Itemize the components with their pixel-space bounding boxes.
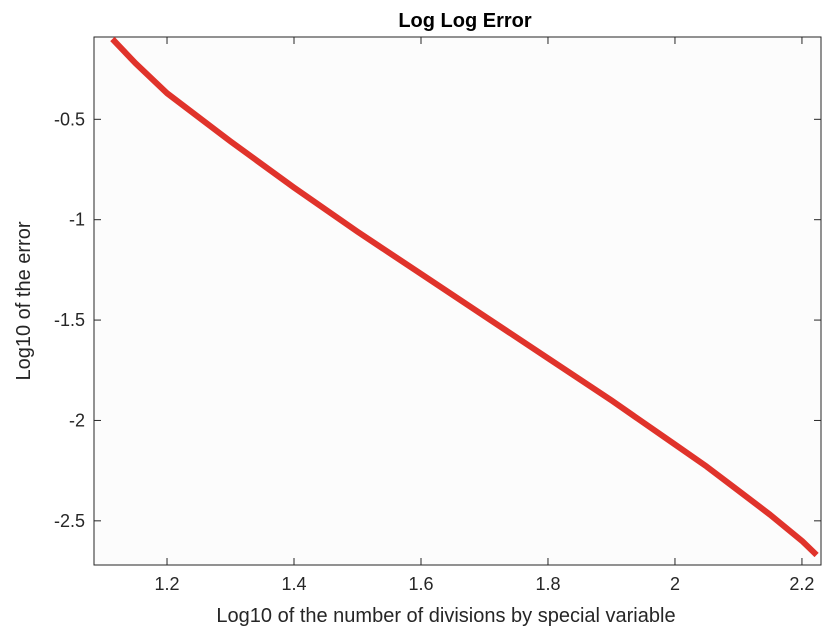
x-tick-label: 1.6 [408,574,433,594]
x-tick-label: 1.2 [155,574,180,594]
y-tick-label: -1 [69,210,85,230]
x-tick-label: 2 [670,574,680,594]
y-axis-label: Log10 of the error [13,221,35,380]
x-tick-label: 1.4 [281,574,306,594]
x-tick-label: 1.8 [535,574,560,594]
series-line [110,36,819,558]
y-tick-label: -0.5 [54,109,85,129]
x-axis-label: Log10 of the number of divisions by spec… [216,605,675,627]
y-tick-label: -2 [69,410,85,430]
y-tick-label: -2.5 [54,511,85,531]
chart-title: Log Log Error [398,10,532,32]
ticks: 1.2 1.4 1.6 1.8 2 2.2 -2.5 -2 -1.5 -1 -0.5 [54,37,821,594]
y-tick-label: -1.5 [54,310,85,330]
series-layer [110,36,819,558]
x-tick-label: 2.2 [789,574,814,594]
